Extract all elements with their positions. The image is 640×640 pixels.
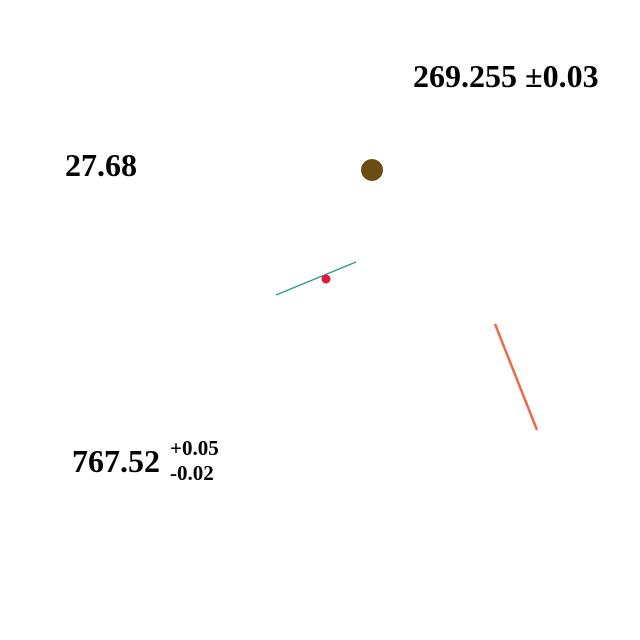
brown-dot: [361, 159, 383, 181]
red-dot: [321, 274, 331, 284]
value-label-top-right: 269.255 ±0.03: [413, 58, 599, 94]
teal-line: [275, 261, 357, 296]
value-label-bottom-plus: +0.05: [170, 436, 219, 460]
value-label-bottom-minus: -0.02: [170, 461, 214, 486]
value-label-bottom-uncertainty: +0.05 -0.02: [170, 436, 219, 486]
value-label-left: 27.68: [65, 147, 137, 183]
orange-line: [493, 323, 539, 431]
value-label-bottom-main: 767.52: [72, 443, 160, 480]
value-label-bottom: 767.52 +0.05 -0.02: [72, 436, 219, 486]
